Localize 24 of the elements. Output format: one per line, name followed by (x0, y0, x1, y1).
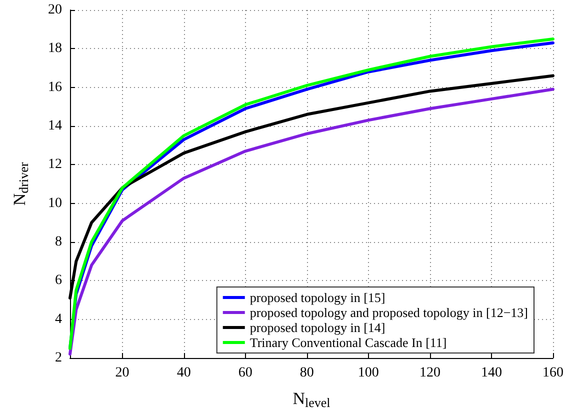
legend-label: proposed topology in [15] (250, 290, 386, 305)
x-tick-label: 100 (358, 366, 379, 380)
x-tick-label: 160 (542, 366, 564, 380)
y-tick-label: 8 (55, 234, 62, 250)
y-tick-label: 6 (55, 273, 62, 288)
y-tick-label: 16 (48, 80, 62, 95)
x-tick-label: 20 (115, 366, 130, 380)
y-tick-label: 20 (48, 2, 62, 18)
y-tick-label: 18 (48, 41, 62, 56)
y-axis-title: Ndriver (10, 162, 31, 206)
y-tick-label: 12 (48, 157, 62, 172)
x-tick-label: 120 (419, 366, 440, 380)
x-tick-label: 140 (480, 366, 502, 380)
line-series (68, 88, 554, 356)
legend-label: Trinary Conventional Cascade In [11] (250, 335, 447, 350)
legend-label: proposed topology and proposed topology in [12−13] (250, 305, 528, 320)
y-tick-label: 10 (48, 196, 62, 211)
legend-label: proposed topology in [14] (250, 320, 386, 335)
x-tick-label: 60 (238, 366, 252, 380)
y-tick-label: 14 (48, 118, 62, 134)
y-tick-label: 4 (55, 312, 62, 327)
x-tick-label: 80 (300, 366, 314, 380)
x-tick-label: 40 (176, 366, 191, 380)
y-tick-label: 2 (55, 350, 62, 366)
